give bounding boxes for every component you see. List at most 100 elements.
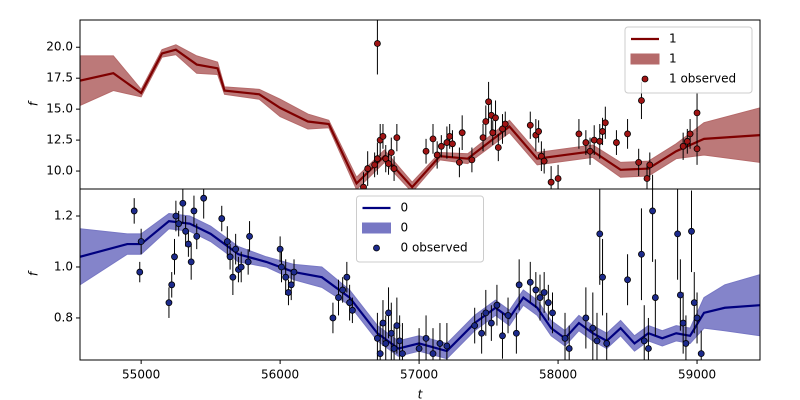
observed-point (237, 263, 245, 271)
y-axis-label: f (27, 270, 41, 276)
observed-point (586, 147, 594, 155)
x-tick-label: 56000 (261, 368, 299, 382)
observed-point (396, 337, 404, 345)
observed-point (374, 40, 381, 47)
observed-point (339, 286, 347, 294)
observed-point (599, 273, 606, 281)
observed-point (593, 337, 601, 345)
observed-point (565, 345, 573, 352)
observed-point (360, 183, 367, 189)
y-tick-label: 12.5 (46, 133, 73, 147)
plot-area (80, 189, 760, 360)
x-tick-label: 59000 (678, 368, 716, 382)
observed-point (676, 291, 684, 299)
legend-label: 1 (669, 32, 677, 46)
legend-label: 0 (401, 201, 409, 215)
observed-point (638, 250, 645, 258)
observed-point (682, 340, 690, 347)
legend-patch (630, 53, 660, 65)
y-axis-label: f (27, 100, 41, 106)
observed-point (613, 139, 620, 146)
observed-point (387, 149, 395, 156)
observed-point (651, 294, 659, 301)
observed-point (601, 119, 609, 127)
observed-point (643, 175, 651, 182)
observed-point (371, 161, 379, 169)
legend-box (624, 26, 753, 94)
observed-point (590, 136, 598, 144)
observed-point (287, 281, 295, 289)
observed-point (415, 345, 423, 352)
observed-point (468, 156, 476, 164)
observed-point (640, 337, 648, 345)
observed-point (449, 140, 456, 148)
observed-point (540, 289, 548, 296)
observed-point (433, 151, 441, 159)
observed-point (329, 314, 337, 322)
observed-point (200, 194, 208, 202)
observed-point (679, 142, 687, 150)
observed-point (635, 158, 643, 166)
observed-point (399, 350, 406, 358)
observed-point (443, 139, 451, 146)
observed-point (575, 130, 583, 138)
observed-point (493, 301, 501, 309)
observed-point (184, 240, 192, 248)
observed-point (182, 227, 190, 235)
y-tick-label: 1.0 (54, 259, 73, 273)
observed-point (515, 281, 523, 289)
legend-label: 0 observed (401, 241, 468, 255)
observed-point (645, 345, 652, 352)
observed-point (382, 340, 390, 347)
legend-label: 0 (401, 221, 409, 235)
observed-point (179, 199, 187, 207)
observed-point (501, 120, 509, 128)
x-tick-label: 57000 (400, 368, 438, 382)
observed-point (376, 350, 384, 358)
y-tick-label: 10.0 (46, 164, 73, 178)
observed-point (171, 253, 178, 261)
observed-point (688, 227, 695, 235)
observed-point (624, 276, 631, 284)
legend-patch (362, 222, 391, 234)
observed-point (244, 258, 252, 266)
observed-point (393, 134, 401, 142)
observed-point (232, 245, 240, 253)
observed-point (624, 130, 631, 138)
observed-point (482, 309, 490, 317)
observed-point (436, 340, 444, 347)
observed-point (693, 145, 701, 153)
observed-point (544, 299, 552, 307)
x-tick-label: 55000 (122, 368, 160, 382)
observed-point (172, 212, 180, 220)
observed-point (512, 329, 520, 337)
observed-point (130, 207, 138, 215)
observed-point (443, 342, 451, 350)
legend-box (356, 195, 484, 263)
observed-point (458, 129, 466, 137)
observed-point (478, 329, 486, 337)
observed-point (246, 233, 253, 240)
observed-point (379, 132, 387, 140)
observed-point (374, 155, 381, 163)
y-tick-label: 0.8 (54, 310, 73, 324)
y-tick-label: 17.5 (46, 71, 73, 85)
observed-point (582, 314, 590, 322)
observed-point (554, 175, 562, 182)
observed-point (229, 273, 237, 281)
observed-point (561, 334, 569, 342)
plot-area (80, 20, 760, 189)
observed-point (596, 230, 604, 238)
observed-point (540, 157, 548, 165)
observed-point (686, 130, 694, 138)
observed-point (683, 137, 691, 145)
observed-point (282, 273, 290, 281)
y-tick-label: 15.0 (46, 102, 73, 116)
observed-point (532, 286, 540, 294)
observed-point (387, 329, 395, 337)
observed-point (137, 238, 145, 245)
observed-point (582, 139, 590, 146)
x-tick-label: 58000 (539, 368, 577, 382)
observed-point (278, 263, 285, 271)
